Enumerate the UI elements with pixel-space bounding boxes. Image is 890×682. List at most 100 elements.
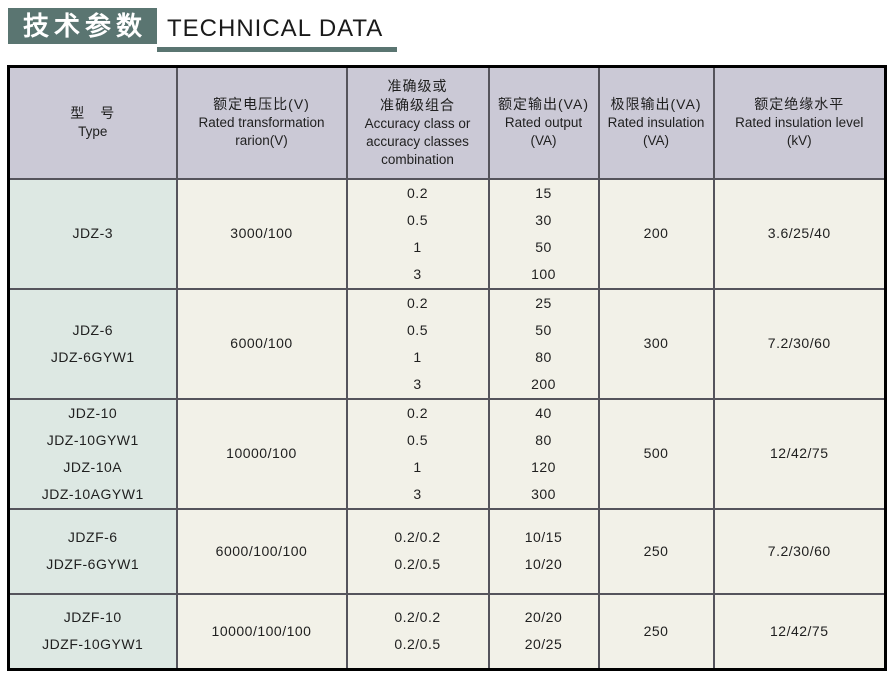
table-row: JDZ-6 JDZ-6GYW1 6000/100 0.2 0.5 1 3 25 50 80 200 3… xyxy=(7,287,887,400)
cell-line: 0.5 xyxy=(407,321,428,338)
cell-line: 20/25 xyxy=(524,636,563,653)
insulation_level-cell: 12/42/75 xyxy=(712,592,887,671)
cell-line: 20/20 xyxy=(524,609,563,626)
rated_output-cell: 25 50 80 200 xyxy=(487,287,600,400)
ratio-cell: 3000/100 xyxy=(175,177,348,290)
cell-line: 0.5 xyxy=(407,431,428,448)
limit_output-cell: 500 xyxy=(597,397,715,510)
cell-line: 0.2 xyxy=(407,404,428,421)
limit_output-cell: 250 xyxy=(597,507,715,595)
rated_output-cell: 20/20 20/25 xyxy=(487,592,600,671)
table-row: JDZ-3 3000/100 0.2 0.5 1 3 15 30 50 100 200 3.6/25/… xyxy=(7,177,887,290)
rated_output-cell: 15 30 50 100 xyxy=(487,177,600,290)
cell-line: 120 xyxy=(531,458,556,475)
cell-line: 3000/100 xyxy=(230,225,293,241)
cell-line: 80 xyxy=(535,348,552,365)
cell-line: 0.2/0.2 xyxy=(394,609,441,626)
type-cell: JDZF-6 JDZF-6GYW1 xyxy=(7,507,178,595)
type-cell: JDZF-10 JDZF-10GYW1 xyxy=(7,592,178,671)
ratio-cell: 10000/100/100 xyxy=(175,592,348,671)
cell-line: 3 xyxy=(413,265,422,282)
header-line: 额定输出(VA) xyxy=(498,96,589,113)
cell-line: JDZ-10GYW1 xyxy=(46,431,139,448)
accuracy-cell: 0.2/0.2 0.2/0.5 xyxy=(345,592,490,671)
cell-line: 1 xyxy=(413,238,422,255)
cell-line: 3 xyxy=(413,375,422,392)
cell-line: 50 xyxy=(535,238,552,255)
cell-line: 7.2/30/60 xyxy=(767,335,831,351)
table-row: JDZF-6 JDZF-6GYW1 6000/100/100 0.2/0.2 0.2/0… xyxy=(7,507,887,595)
accuracy-cell: 0.2 0.5 1 3 xyxy=(345,397,490,510)
technical-data-table: 型 号 Type 额定电压比(V) Rated transformation rario… xyxy=(7,65,887,671)
header-line: (kV) xyxy=(786,133,812,149)
cell-line: JDZ-3 xyxy=(72,225,114,241)
insulation_level-cell: 7.2/30/60 xyxy=(712,507,887,595)
column-header-accuracy: 准确级或 准确级组合 Accuracy class or accuracy class… xyxy=(345,65,490,180)
accuracy-cell: 0.2 0.5 1 3 xyxy=(345,287,490,400)
cell-line: JDZF-6GYW1 xyxy=(46,556,140,572)
insulation_level-cell: 7.2/30/60 xyxy=(712,287,887,400)
header-line: Rated output xyxy=(504,115,583,131)
ratio-cell: 10000/100 xyxy=(175,397,348,510)
cell-line: JDZF-10 xyxy=(63,609,122,626)
cell-line: 0.2 xyxy=(407,294,428,311)
title-zh: 技术参数 xyxy=(8,8,158,44)
cell-line: 10/20 xyxy=(524,556,563,572)
cell-line: 3 xyxy=(413,485,422,502)
cell-line: 1 xyxy=(413,458,422,475)
cell-line: JDZ-10A xyxy=(63,458,123,475)
header-line: Accuracy class or xyxy=(364,115,471,131)
cell-line: 40 xyxy=(535,404,552,421)
cell-line: 0.2/0.5 xyxy=(394,556,441,572)
accuracy-cell: 0.2/0.2 0.2/0.5 xyxy=(345,507,490,595)
cell-line: 300 xyxy=(531,485,556,502)
cell-line: 30 xyxy=(535,211,552,228)
column-header-ratio: 额定电压比(V) Rated transformation rarion(V) xyxy=(175,65,348,180)
header-line: 型 号 xyxy=(70,105,116,122)
insulation_level-cell: 3.6/25/40 xyxy=(712,177,887,290)
cell-line: 25 xyxy=(535,294,552,311)
cell-line: 0.5 xyxy=(407,211,428,228)
cell-line: JDZ-10AGYW1 xyxy=(41,485,144,502)
rated_output-cell: 10/15 10/20 xyxy=(487,507,600,595)
cell-line: 300 xyxy=(643,335,669,351)
limit_output-cell: 250 xyxy=(597,592,715,671)
page-title: 技术参数 TECHNICAL DATA xyxy=(8,8,884,52)
ratio-cell: 6000/100/100 xyxy=(175,507,348,595)
header-line: 额定绝缘水平 xyxy=(754,96,845,113)
table-row: JDZ-10 JDZ-10GYW1 JDZ-10A JDZ-10AGYW1 10000/… xyxy=(7,397,887,510)
header-line: 额定电压比(V) xyxy=(213,96,310,113)
cell-line: 250 xyxy=(643,542,669,559)
cell-line: 6000/100 xyxy=(230,335,293,351)
cell-line: 15 xyxy=(535,184,552,201)
cell-line: 0.2 xyxy=(407,184,428,201)
header-line: Type xyxy=(78,124,108,140)
cell-line: 50 xyxy=(535,321,552,338)
header-line: 准确级组合 xyxy=(380,96,455,113)
header-line: combination xyxy=(381,151,454,167)
type-cell: JDZ-6 JDZ-6GYW1 xyxy=(7,287,178,400)
cell-line: 7.2/30/60 xyxy=(767,542,831,559)
header-line: rarion(V) xyxy=(235,133,288,149)
header-row: 型 号 Type 额定电压比(V) Rated transformation rario… xyxy=(7,65,887,180)
cell-line: 1 xyxy=(413,348,422,365)
cell-line: 250 xyxy=(643,622,669,639)
ratio-cell: 6000/100 xyxy=(175,287,348,400)
column-header-insulation_level: 额定绝缘水平 Rated insulation level (kV) xyxy=(712,65,887,180)
type-cell: JDZ-10 JDZ-10GYW1 JDZ-10A JDZ-10AGYW1 xyxy=(7,397,178,510)
column-header-type: 型 号 Type xyxy=(7,65,178,180)
cell-line: 200 xyxy=(531,375,556,392)
cell-line: 3.6/25/40 xyxy=(767,225,831,241)
cell-line: 0.2/0.5 xyxy=(394,636,441,653)
cell-line: 100 xyxy=(531,265,556,282)
cell-line: 12/42/75 xyxy=(770,445,829,461)
header-line: accuracy classes xyxy=(366,133,469,149)
cell-line: 10/15 xyxy=(524,529,563,545)
header-line: Rated transformation xyxy=(198,115,325,131)
type-cell: JDZ-3 xyxy=(7,177,178,290)
title-en: TECHNICAL DATA xyxy=(157,8,398,52)
cell-line: 80 xyxy=(535,431,552,448)
cell-line: JDZ-6GYW1 xyxy=(50,348,135,365)
cell-line: 0.2/0.2 xyxy=(394,529,441,545)
